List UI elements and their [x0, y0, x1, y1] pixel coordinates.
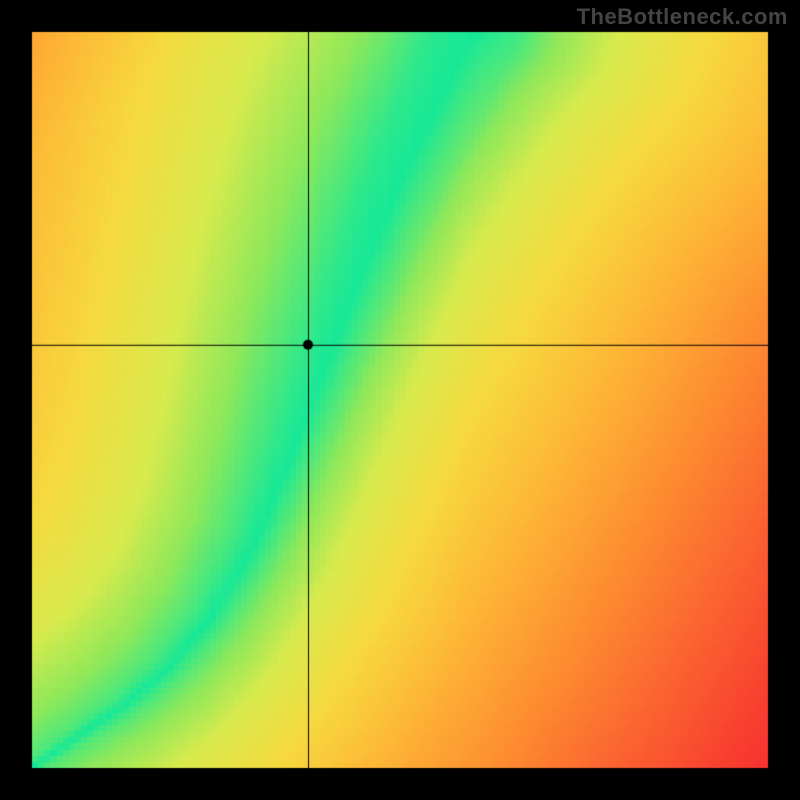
heatmap-canvas — [0, 0, 800, 800]
watermark-text: TheBottleneck.com — [577, 4, 788, 30]
chart-container: TheBottleneck.com — [0, 0, 800, 800]
